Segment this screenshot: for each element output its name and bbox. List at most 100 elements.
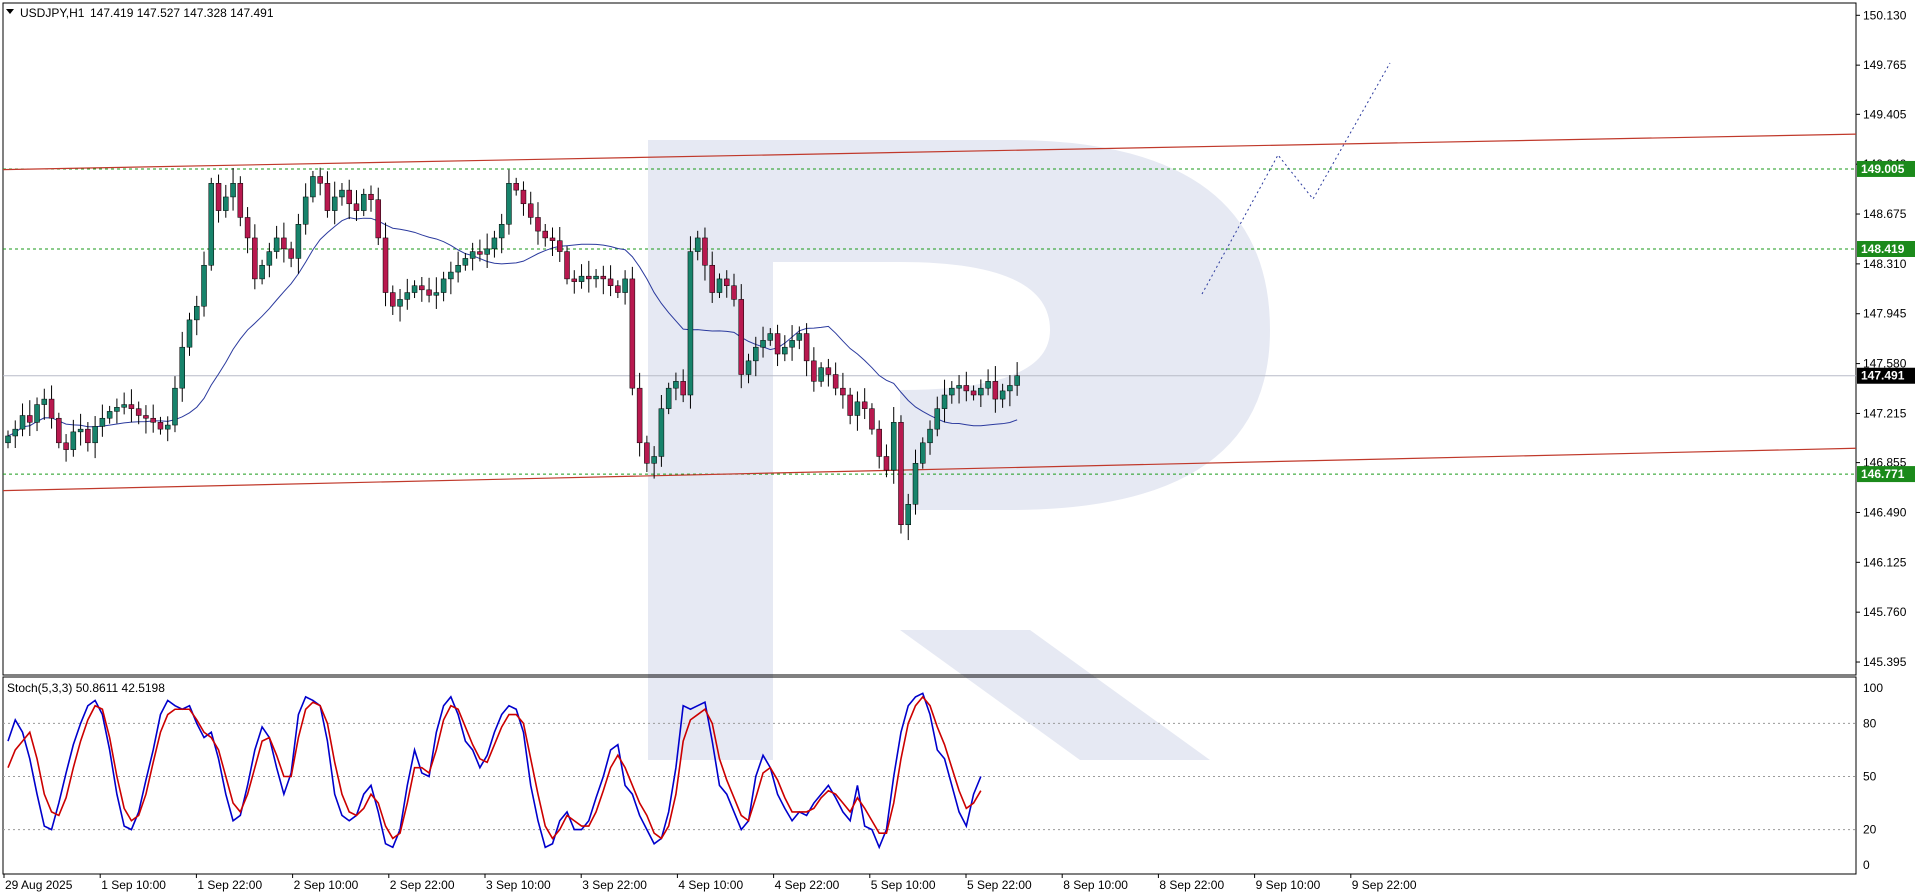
candle-body bbox=[143, 415, 149, 419]
x-tick-label: 2 Sep 22:00 bbox=[390, 878, 455, 892]
candle-body bbox=[455, 264, 461, 273]
stochastic-title: Stoch(5,3,3) 50.8611 42.5198 bbox=[7, 681, 165, 695]
channel-line bbox=[2, 133, 1857, 171]
x-tick-label: 4 Sep 22:00 bbox=[775, 878, 840, 892]
candle-body bbox=[600, 275, 607, 280]
candle-body bbox=[237, 183, 244, 218]
candle-body bbox=[201, 264, 207, 307]
x-tick-label: 5 Sep 22:00 bbox=[967, 878, 1032, 892]
candle-body bbox=[760, 340, 766, 348]
candle-body bbox=[281, 237, 287, 250]
candle-body bbox=[346, 189, 352, 205]
candle-body bbox=[956, 385, 962, 389]
candle-body bbox=[244, 217, 251, 239]
level-price-tag-label: 146.771 bbox=[1861, 467, 1905, 481]
candle-body bbox=[462, 258, 469, 266]
x-tick-label: 1 Sep 22:00 bbox=[197, 878, 262, 892]
candle-body bbox=[469, 251, 476, 259]
x-tick-label: 5 Sep 10:00 bbox=[871, 878, 936, 892]
candle-body bbox=[1014, 375, 1020, 386]
channel-line bbox=[2, 447, 1857, 492]
candle-body bbox=[527, 203, 534, 218]
menu-triangle-icon[interactable] bbox=[6, 9, 14, 14]
y-tick-label: 147.580 bbox=[1863, 357, 1907, 371]
candle-body bbox=[876, 428, 882, 457]
candle-body bbox=[411, 285, 418, 293]
candle-body bbox=[230, 183, 236, 198]
candle-body bbox=[208, 183, 215, 266]
candle-body bbox=[963, 385, 970, 392]
candle-body bbox=[498, 224, 505, 239]
candle-body bbox=[571, 278, 578, 282]
x-tick-label: 29 Aug 2025 bbox=[5, 878, 73, 892]
candle-body bbox=[636, 387, 643, 444]
candle-body bbox=[1007, 385, 1013, 392]
y-tick-label: 146.125 bbox=[1863, 555, 1907, 569]
candle-body bbox=[825, 367, 832, 375]
candle-body bbox=[513, 183, 519, 191]
candle-body bbox=[506, 183, 512, 225]
candle-body bbox=[658, 408, 665, 457]
candle-body bbox=[999, 390, 1006, 400]
candle-body bbox=[557, 240, 563, 252]
stochastic-y-tick-label: 20 bbox=[1863, 823, 1877, 837]
broker-logo-watermark bbox=[648, 140, 1270, 760]
candle-body bbox=[288, 248, 294, 259]
candle-body bbox=[869, 408, 875, 430]
y-tick-label: 150.130 bbox=[1863, 8, 1907, 22]
level-price-tag-label: 149.005 bbox=[1861, 162, 1905, 176]
candle-body bbox=[404, 292, 411, 300]
y-tick-label: 147.215 bbox=[1863, 406, 1907, 420]
candle-body bbox=[273, 237, 280, 252]
candle-body bbox=[440, 278, 447, 293]
stochastic-y-tick-label: 100 bbox=[1863, 681, 1883, 695]
candle-body bbox=[709, 264, 715, 293]
candle-body bbox=[397, 299, 403, 307]
candle-body bbox=[92, 426, 98, 444]
main-chart-frame bbox=[2, 2, 1857, 676]
x-tick-label: 3 Sep 22:00 bbox=[582, 878, 647, 892]
candle-body bbox=[622, 278, 628, 293]
forecast-path bbox=[1201, 62, 1391, 295]
y-tick-label: 148.675 bbox=[1863, 207, 1907, 221]
x-tick-label: 9 Sep 10:00 bbox=[1256, 878, 1321, 892]
y-tick-label: 149.765 bbox=[1863, 58, 1907, 72]
y-tick-label: 148.310 bbox=[1863, 257, 1907, 271]
candle-body bbox=[48, 398, 55, 419]
candle-body bbox=[419, 285, 425, 291]
current-price-tag bbox=[1857, 367, 1915, 384]
x-tick-label: 1 Sep 10:00 bbox=[101, 878, 166, 892]
candle-body bbox=[77, 428, 84, 433]
stochastic-y-tick-label: 50 bbox=[1863, 770, 1877, 784]
candle-body bbox=[803, 333, 810, 362]
candle-body bbox=[310, 176, 316, 198]
candle-body bbox=[840, 387, 846, 396]
candle-body bbox=[484, 248, 490, 255]
candle-body bbox=[723, 278, 730, 286]
x-tick-label: 3 Sep 10:00 bbox=[486, 878, 551, 892]
candle-body bbox=[687, 251, 694, 396]
candle-body bbox=[41, 398, 48, 405]
candle-body bbox=[121, 404, 127, 408]
stochastic-d-line bbox=[7, 695, 982, 840]
x-tick-label: 9 Sep 22:00 bbox=[1352, 878, 1417, 892]
x-tick-label: 2 Sep 10:00 bbox=[294, 878, 359, 892]
candle-body bbox=[317, 176, 323, 184]
candle-body bbox=[774, 333, 781, 355]
x-tick-label: 8 Sep 10:00 bbox=[1063, 878, 1128, 892]
candle-body bbox=[360, 193, 367, 211]
stochastic-y-tick-label: 80 bbox=[1863, 716, 1877, 730]
candle-body bbox=[753, 346, 759, 362]
level-price-tag bbox=[1857, 466, 1915, 483]
candle-body bbox=[27, 415, 33, 423]
candle-body bbox=[302, 196, 309, 225]
candle-body bbox=[215, 183, 222, 211]
candle-body bbox=[629, 278, 636, 389]
candle-body bbox=[883, 456, 890, 471]
candle-body bbox=[491, 237, 498, 250]
candle-body bbox=[63, 442, 69, 450]
candle-body bbox=[978, 387, 984, 396]
candle-body bbox=[433, 292, 440, 296]
candle-body bbox=[368, 193, 374, 200]
